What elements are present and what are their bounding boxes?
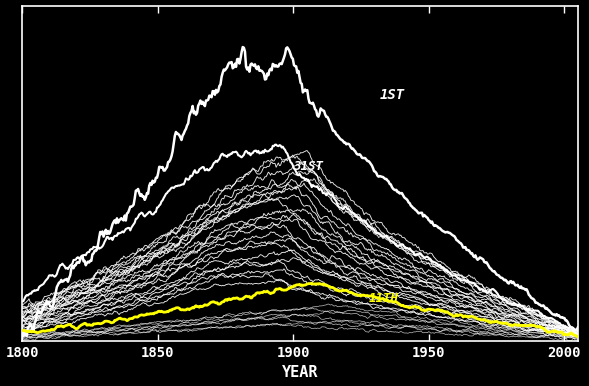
Text: 31ST: 31ST [293,160,323,173]
Text: 1ST: 1ST [380,88,405,103]
X-axis label: YEAR: YEAR [282,366,318,381]
Text: 11TH: 11TH [369,293,399,305]
